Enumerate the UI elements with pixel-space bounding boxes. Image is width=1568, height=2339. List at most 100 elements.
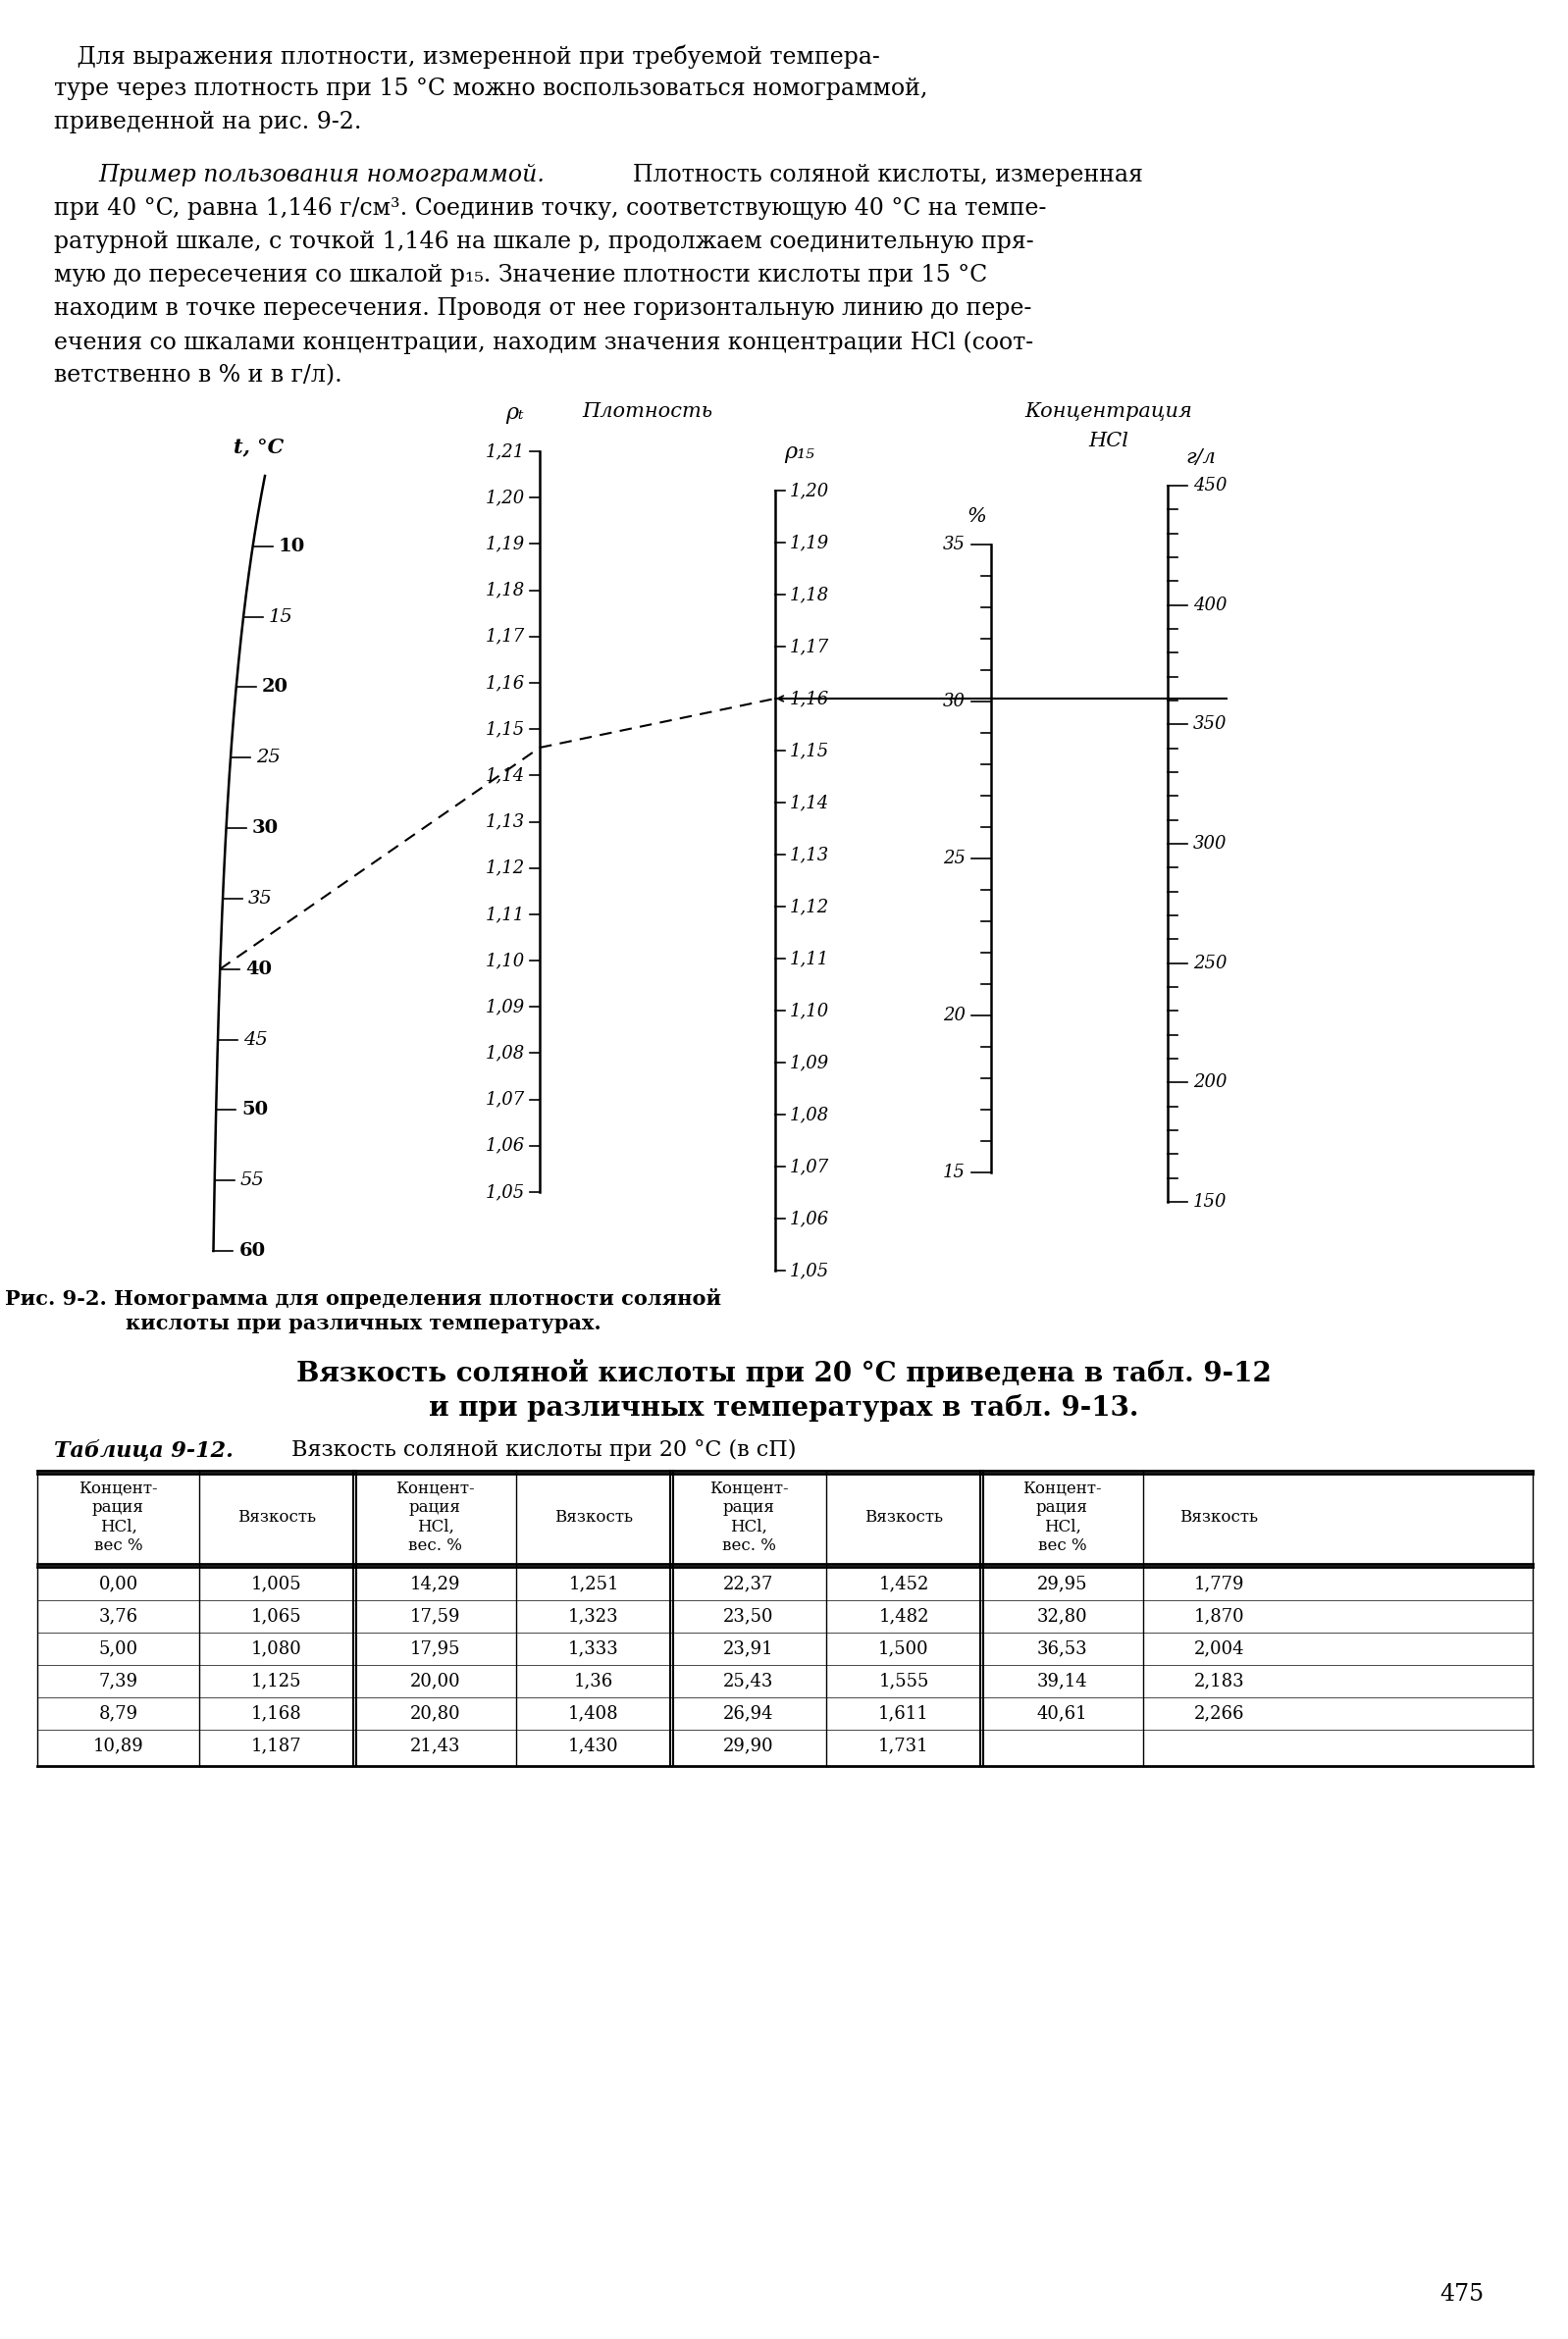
Text: 200: 200 (1193, 1074, 1228, 1092)
Text: 1,611: 1,611 (878, 1705, 930, 1722)
Text: 1,13: 1,13 (790, 847, 829, 863)
Text: 1,12: 1,12 (790, 898, 829, 915)
Text: 1,07: 1,07 (486, 1090, 525, 1109)
Text: 1,16: 1,16 (790, 690, 829, 706)
Text: 1,870: 1,870 (1193, 1607, 1245, 1626)
Text: ратурной шкале, с точкой 1,146 на шкале р, продолжаем соединительную пря-: ратурной шкале, с точкой 1,146 на шкале … (53, 232, 1033, 253)
Text: 20,00: 20,00 (409, 1672, 461, 1691)
Text: 10,89: 10,89 (93, 1738, 144, 1754)
Text: t, °C: t, °C (234, 437, 284, 456)
Text: 26,94: 26,94 (723, 1705, 775, 1722)
Text: 1,430: 1,430 (568, 1738, 619, 1754)
Text: 1,09: 1,09 (790, 1055, 829, 1071)
Text: 1,323: 1,323 (568, 1607, 619, 1626)
Text: 7,39: 7,39 (99, 1672, 138, 1691)
Text: 1,125: 1,125 (251, 1672, 303, 1691)
Text: 35: 35 (248, 889, 273, 908)
Text: HCl: HCl (1088, 433, 1129, 451)
Text: %: % (966, 508, 986, 526)
Text: 1,06: 1,06 (790, 1209, 829, 1228)
Text: 1,07: 1,07 (790, 1158, 829, 1177)
Text: 1,09: 1,09 (486, 999, 525, 1015)
Text: 3,76: 3,76 (99, 1607, 138, 1626)
Text: Таблица 9-12.: Таблица 9-12. (53, 1438, 234, 1462)
Text: 1,15: 1,15 (486, 720, 525, 737)
Text: 1,168: 1,168 (251, 1705, 303, 1722)
Text: ветственно в % и в г/л).: ветственно в % и в г/л). (53, 365, 342, 386)
Text: 23,91: 23,91 (723, 1640, 775, 1658)
Text: ρₜ: ρₜ (506, 402, 524, 423)
Text: 1,36: 1,36 (574, 1672, 613, 1691)
Text: 1,080: 1,080 (251, 1640, 303, 1658)
Text: кислоты при различных температурах.: кислоты при различных температурах. (125, 1315, 601, 1333)
Text: 1,20: 1,20 (486, 489, 525, 508)
Text: Вязкость: Вязкость (237, 1509, 317, 1525)
Text: 1,333: 1,333 (568, 1640, 619, 1658)
Text: 1,11: 1,11 (486, 905, 525, 924)
Text: 1,500: 1,500 (878, 1640, 928, 1658)
Text: 150: 150 (1193, 1193, 1228, 1212)
Text: 250: 250 (1193, 954, 1228, 973)
Text: Концент-
рация
НCl,
вес %: Концент- рация НCl, вес % (78, 1481, 158, 1555)
Text: 1,14: 1,14 (486, 767, 525, 784)
Text: и при различных температурах в табл. 9-13.: и при различных температурах в табл. 9-1… (430, 1394, 1138, 1422)
Text: 1,005: 1,005 (251, 1574, 303, 1593)
Text: 15: 15 (942, 1162, 966, 1181)
Text: 45: 45 (243, 1031, 268, 1048)
Text: 1,19: 1,19 (790, 533, 829, 552)
Text: Вязкость: Вязкость (864, 1509, 942, 1525)
Text: 1,11: 1,11 (790, 950, 829, 968)
Text: 2,266: 2,266 (1193, 1705, 1245, 1722)
Text: Рис. 9-2. Номограмма для определения плотности соляной: Рис. 9-2. Номограмма для определения пло… (5, 1289, 721, 1310)
Text: 1,10: 1,10 (486, 952, 525, 968)
Text: 1,16: 1,16 (486, 674, 525, 692)
Text: 1,20: 1,20 (790, 482, 829, 501)
Text: 25: 25 (256, 748, 281, 767)
Text: 1,13: 1,13 (486, 814, 525, 830)
Text: 40: 40 (246, 961, 271, 978)
Text: 1,555: 1,555 (878, 1672, 928, 1691)
Text: 350: 350 (1193, 716, 1228, 732)
Text: 30: 30 (252, 819, 278, 837)
Text: 0,00: 0,00 (99, 1574, 138, 1593)
Text: Концентрация: Концентрация (1025, 402, 1193, 421)
Text: Вязкость соляной кислоты при 20 °C приведена в табл. 9-12: Вязкость соляной кислоты при 20 °C приве… (296, 1359, 1272, 1387)
Text: 1,251: 1,251 (568, 1574, 619, 1593)
Text: Концент-
рация
НCl,
вес. %: Концент- рация НCl, вес. % (709, 1481, 789, 1555)
Text: 50: 50 (241, 1102, 268, 1118)
Text: Концент-
рация
НCl,
вес %: Концент- рация НCl, вес % (1022, 1481, 1102, 1555)
Text: 2,183: 2,183 (1193, 1672, 1245, 1691)
Text: ρ₁₅: ρ₁₅ (784, 442, 815, 463)
Text: 25,43: 25,43 (723, 1672, 775, 1691)
Text: Пример пользования номограммой.: Пример пользования номограммой. (99, 164, 544, 187)
Text: 1,21: 1,21 (486, 442, 525, 461)
Text: Плотность соляной кислоты, измеренная: Плотность соляной кислоты, измеренная (633, 164, 1143, 187)
Text: Концент-
рация
НCl,
вес. %: Концент- рация НCl, вес. % (395, 1481, 475, 1555)
Text: Вязкость: Вязкость (1179, 1509, 1259, 1525)
Text: 1,482: 1,482 (878, 1607, 928, 1626)
Text: 30: 30 (942, 692, 966, 711)
Text: 1,05: 1,05 (790, 1261, 829, 1279)
Text: 1,10: 1,10 (790, 1001, 829, 1020)
Text: 10: 10 (278, 538, 306, 554)
Text: 1,17: 1,17 (486, 627, 525, 646)
Text: 22,37: 22,37 (723, 1574, 775, 1593)
Text: 21,43: 21,43 (409, 1738, 461, 1754)
Text: 1,19: 1,19 (486, 536, 525, 552)
Text: 20: 20 (262, 678, 289, 697)
Text: туре через плотность при 15 °C можно воспользоваться номограммой,: туре через плотность при 15 °C можно вос… (53, 77, 928, 101)
Text: 20,80: 20,80 (409, 1705, 461, 1722)
Text: 32,80: 32,80 (1036, 1607, 1088, 1626)
Text: 1,065: 1,065 (251, 1607, 303, 1626)
Text: Вязкость: Вязкость (555, 1509, 633, 1525)
Text: 1,18: 1,18 (790, 585, 829, 603)
Text: 23,50: 23,50 (723, 1607, 775, 1626)
Text: 450: 450 (1193, 477, 1228, 494)
Text: 35: 35 (942, 536, 966, 554)
Text: Вязкость соляной кислоты при 20 °C (в сП): Вязкость соляной кислоты при 20 °C (в сП… (284, 1438, 797, 1462)
Text: 25: 25 (942, 849, 966, 868)
Text: 1,08: 1,08 (790, 1106, 829, 1123)
Text: 15: 15 (270, 608, 293, 625)
Text: 36,53: 36,53 (1036, 1640, 1088, 1658)
Text: приведенной на рис. 9-2.: приведенной на рис. 9-2. (53, 110, 362, 133)
